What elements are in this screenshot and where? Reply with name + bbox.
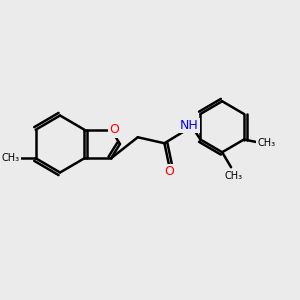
Text: O: O <box>109 123 119 136</box>
Text: CH₃: CH₃ <box>257 137 275 148</box>
Text: O: O <box>164 165 174 178</box>
Text: CH₃: CH₃ <box>224 171 242 181</box>
Text: CH₃: CH₃ <box>2 153 20 163</box>
Text: NH: NH <box>180 119 199 132</box>
